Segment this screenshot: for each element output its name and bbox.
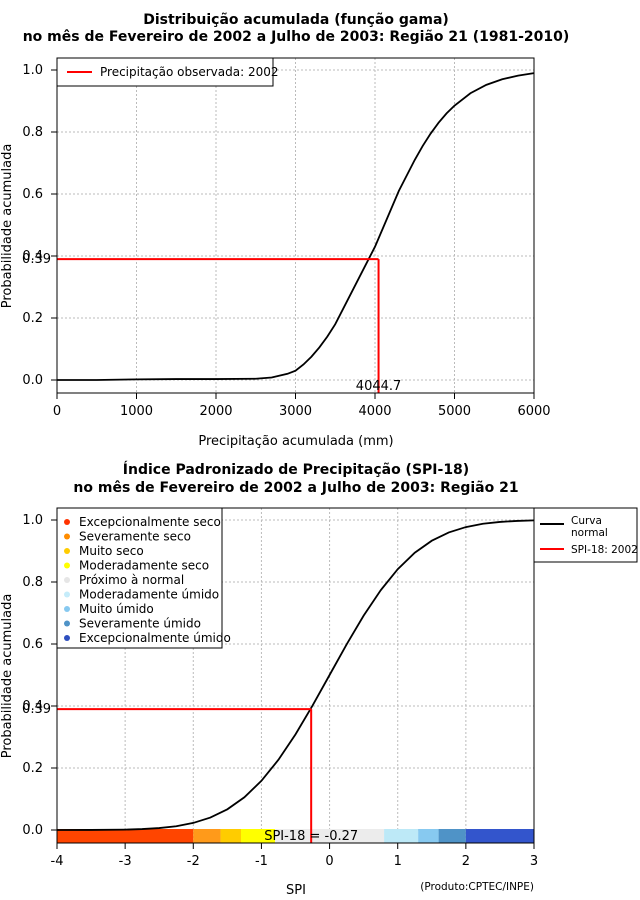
chart2-category-band-0 — [57, 829, 194, 843]
chart1-xtick-label-1: 1000 — [120, 404, 153, 419]
chart2-plot-frame — [56, 507, 535, 844]
credit-text: (Produto:CPTEC/INPE) — [420, 881, 534, 893]
chart2-category-label-0: Excepcionalmente seco — [79, 515, 221, 529]
chart1-y-axis: 0.0 0.2 0.4 0.6 0.8 1.0 — [22, 63, 57, 388]
chart1-ylabel: Probabilidade acumulada — [0, 144, 15, 309]
chart1-legend: Precipitação observada: 2002 — [56, 57, 278, 87]
chart2-category-band-1 — [193, 829, 221, 843]
chart1-legend-label: Precipitação observada: 2002 — [100, 65, 278, 79]
chart2-category-swatch-8 — [64, 635, 70, 641]
chart2-legend-label-normal-line-0: Curva — [571, 515, 602, 527]
chart2-category-label-3: Moderadamente seco — [79, 559, 209, 573]
chart2-title-line2: no mês de Fevereiro de 2002 a Julho de 2… — [73, 480, 518, 496]
chart2-category-label-7: Severamente úmido — [79, 617, 201, 631]
chart1-title-line1: Distribuição acumulada (função gama) — [143, 12, 449, 28]
cdf-gamma-chart: Distribuição acumulada (função gama) no … — [0, 12, 569, 449]
chart1-ytick-label-2: 0.4 — [22, 249, 43, 264]
chart1-observed-layer: 0.39 4044.7 — [22, 252, 401, 394]
chart1-curve-line — [57, 72, 535, 381]
chart2-category-band-3 — [240, 829, 276, 843]
chart1-xlabel: Precipitação acumulada (mm) — [198, 434, 393, 449]
chart2-category-label-1: Severamente seco — [79, 530, 191, 544]
chart2-category-bar — [57, 829, 534, 843]
chart2-xtick-label-6: 2 — [462, 854, 470, 869]
chart2-category-label-4: Próximo à normal — [79, 573, 184, 587]
chart2-xtick-label-2: -2 — [187, 854, 200, 869]
chart2-category-band-7 — [438, 829, 466, 843]
chart2-ytick-label-5: 1.0 — [22, 513, 43, 528]
spi-chart: Índice Padronizado de Precipitação (SPI-… — [0, 461, 638, 898]
chart2-category-swatch-3 — [64, 562, 70, 569]
chart2-category-swatch-1 — [64, 533, 70, 540]
chart1-title-line2: no mês de Fevereiro de 2002 a Julho de 2… — [23, 29, 570, 45]
chart1-xtick-label-0: 0 — [53, 404, 61, 419]
chart2-xlabel: SPI — [286, 883, 306, 898]
chart1-curve-layer — [57, 72, 535, 381]
chart1-xtick-label-4: 4000 — [358, 404, 391, 419]
chart2-category-label-8: Excepcionalmente úmido — [79, 631, 231, 645]
chart2-x-axis: -4 -3 -2 -1 0 1 2 3 — [51, 843, 538, 869]
chart2-observed-y-label: 0.39 — [22, 702, 51, 717]
chart1-ytick-label-5: 1.0 — [22, 63, 43, 78]
chart2-y-axis: 0.0 0.2 0.4 0.6 0.8 1.0 — [22, 513, 57, 838]
chart2-category-legend-box — [56, 507, 223, 649]
chart1-legend-box — [56, 57, 274, 87]
chart2-curve-layer — [56, 519, 535, 831]
chart2-legend-label-normal: Curva normal — [571, 515, 608, 539]
chart1-x-axis: 0 1000 2000 3000 4000 5000 6000 — [53, 393, 551, 419]
chart2-curve-line — [56, 519, 535, 831]
chart2-ylabel: Probabilidade acumulada — [0, 594, 15, 759]
chart2-category-swatch-2 — [64, 548, 70, 554]
chart2-spi-label: SPI-18 = -0.27 — [264, 829, 358, 844]
chart2-ytick-label-1: 0.2 — [22, 761, 43, 776]
chart1-ytick-label-0: 0.0 — [22, 373, 43, 388]
chart2-title-line1: Índice Padronizado de Precipitação (SPI-… — [123, 461, 469, 478]
chart2-xtick-label-0: -4 — [51, 854, 64, 869]
chart2-legend-label-normal-line-1: normal — [571, 527, 608, 539]
chart2-category-label-2: Muito seco — [79, 544, 144, 558]
chart2-category-swatch-5 — [64, 591, 70, 598]
chart2-observed-layer: 0.39 SPI-18 = -0.27 — [22, 702, 358, 844]
chart2-ytick-label-2: 0.4 — [22, 699, 43, 714]
chart1-xtick-label-5: 5000 — [438, 404, 471, 419]
chart1-grid — [57, 58, 534, 393]
chart2-category-swatch-7 — [64, 620, 70, 627]
chart2-category-swatch-4 — [64, 577, 70, 583]
chart2-category-band-8 — [465, 829, 534, 843]
chart2-category-band-4 — [275, 829, 385, 843]
chart1-xtick-label-2: 2000 — [199, 404, 232, 419]
chart1-xtick-label-3: 3000 — [279, 404, 312, 419]
chart2-ytick-label-3: 0.6 — [22, 637, 43, 652]
chart2-legend: Curva normal SPI-18: 2002 — [533, 507, 638, 563]
chart1-ytick-label-3: 0.6 — [22, 187, 43, 202]
chart1-ytick-label-4: 0.8 — [22, 125, 43, 140]
chart1-observed-x-label: 4044.7 — [356, 379, 402, 394]
chart2-category-swatch-0 — [64, 519, 70, 525]
chart1-ytick-label-1: 0.2 — [22, 311, 43, 326]
chart1-xtick-label-6: 6000 — [517, 404, 550, 419]
chart2-xtick-label-7: 3 — [530, 854, 538, 869]
chart2-legend-box — [533, 507, 638, 563]
chart2-xtick-label-4: 0 — [325, 854, 333, 869]
chart2-ytick-label-4: 0.8 — [22, 575, 43, 590]
chart1-observed-y-label: 0.39 — [22, 252, 51, 267]
chart2-category-band-2 — [220, 829, 241, 843]
chart2-xtick-label-5: 1 — [394, 854, 402, 869]
chart2-category-band-5 — [384, 829, 419, 843]
chart2-xtick-label-1: -3 — [119, 854, 132, 869]
chart2-category-swatch-6 — [64, 606, 70, 612]
chart2-category-label-5: Moderadamente úmido — [79, 588, 219, 602]
chart2-category-band-6 — [418, 829, 439, 843]
chart2-category-label-6: Muito úmido — [79, 602, 154, 616]
chart2-ytick-label-0: 0.0 — [22, 823, 43, 838]
chart2-xtick-label-3: -1 — [255, 854, 268, 869]
chart2-legend-label-spi: SPI-18: 2002 — [571, 544, 638, 556]
